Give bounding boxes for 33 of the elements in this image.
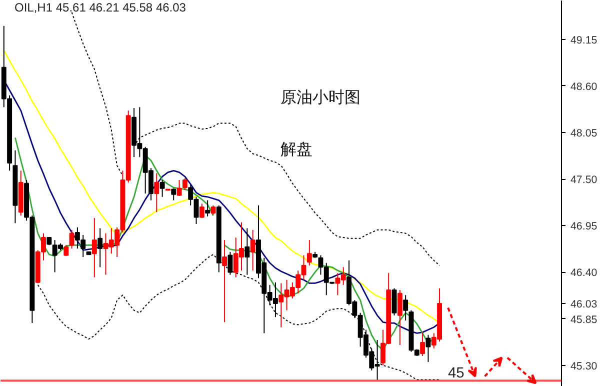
- y-tick-label: 46.40: [570, 267, 598, 280]
- candlestick: [182, 178, 188, 191]
- candlestick: [98, 228, 103, 268]
- ref-line-label: 45: [448, 366, 464, 382]
- chart-title: OIL,H1 45.61 46.21 45.58 46.03: [14, 0, 186, 14]
- candlestick: [160, 179, 165, 198]
- candlestick: [92, 218, 97, 278]
- candlestick: [397, 290, 402, 346]
- candlestick: [420, 332, 426, 357]
- candlestick: [222, 240, 228, 323]
- y-tick-label: 45.85: [570, 314, 598, 326]
- candlestick: [171, 188, 176, 201]
- y-tick-label: 46.95: [570, 220, 598, 233]
- y-tick-label: 49.15: [570, 34, 598, 46]
- y-tick-label: 47.50: [570, 174, 598, 186]
- y-tick-label: 48.05: [570, 128, 598, 140]
- candlestick: [403, 294, 408, 321]
- annotation: 原油小时图: [280, 88, 360, 106]
- candlestick: [426, 334, 431, 362]
- candlestick: [154, 172, 160, 213]
- candlestick: [69, 229, 74, 250]
- candlestick: [250, 229, 256, 272]
- y-tick-label: 45.30: [570, 360, 598, 372]
- candlestick: [205, 200, 210, 217]
- candlestick: [210, 204, 216, 216]
- annotation: 解盘: [280, 140, 312, 158]
- y-tick-label: 48.60: [570, 80, 598, 93]
- candlestick: [244, 228, 250, 276]
- candlestick: [176, 179, 182, 197]
- candlestick: [199, 203, 204, 219]
- y-tick-label: 46.03: [570, 298, 598, 311]
- candlestick: [306, 240, 312, 266]
- candlestick: [392, 288, 397, 316]
